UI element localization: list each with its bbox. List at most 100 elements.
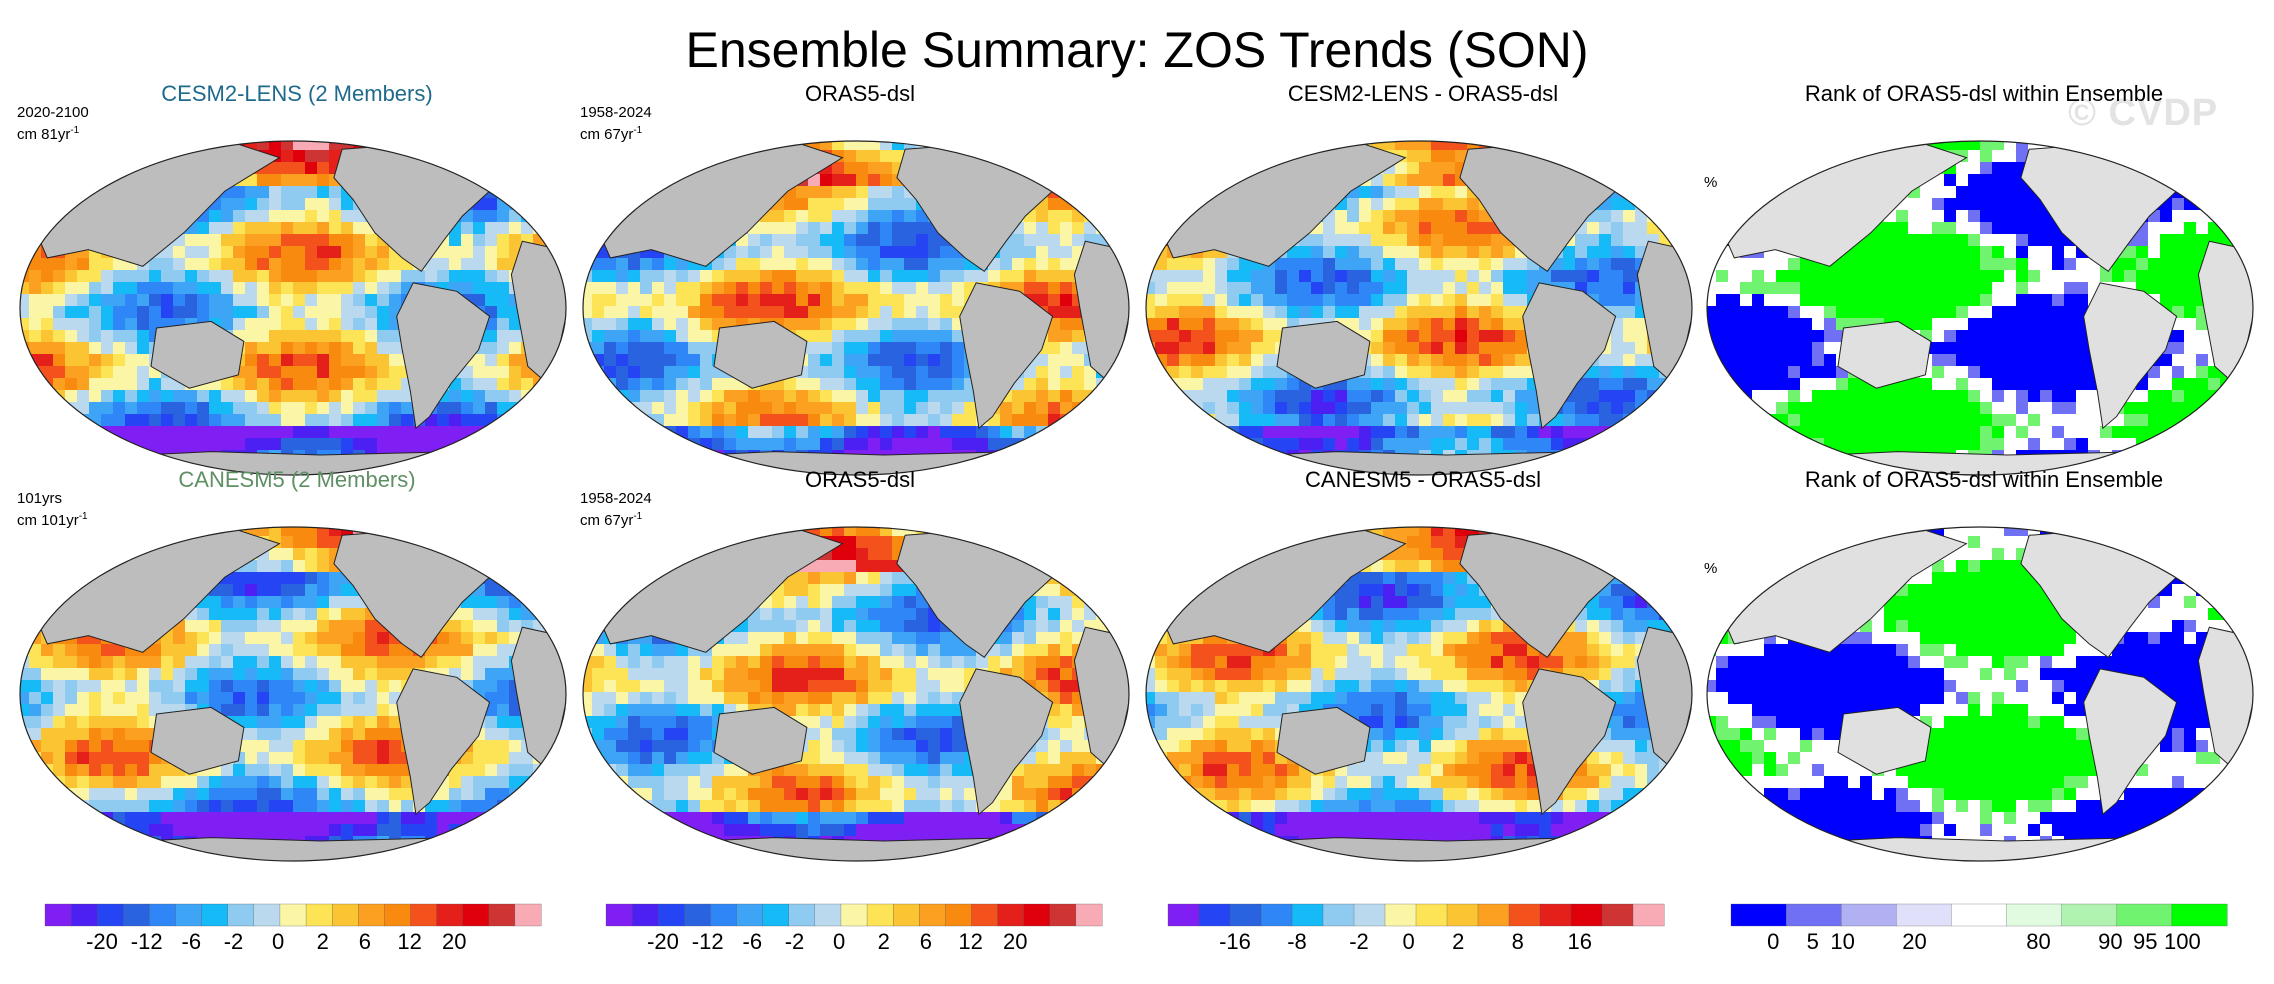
field-cell [1072, 450, 1085, 463]
field-cell [2004, 222, 2017, 235]
field-cell [1036, 366, 1049, 379]
field-cell [365, 330, 378, 343]
field-cell [1155, 318, 1168, 331]
field-cell [1024, 450, 1037, 463]
field-cell [1024, 438, 1037, 451]
field-cell [1704, 138, 1717, 151]
field-cell [2172, 210, 2185, 223]
field-cell [1776, 342, 1789, 355]
field-cell [832, 330, 845, 343]
field-cell [904, 198, 917, 211]
field-cell [65, 270, 78, 283]
field-cell [1215, 174, 1228, 187]
field-cell [1980, 186, 1993, 199]
field-cell [772, 282, 785, 295]
field-cell [1956, 258, 1969, 271]
field-cell [1728, 354, 1741, 367]
field-cell [904, 210, 917, 223]
field-cell [1048, 174, 1061, 187]
field-cell [341, 222, 354, 235]
field-cell [880, 294, 893, 307]
field-cell [904, 258, 917, 271]
field-cell [880, 402, 893, 415]
field-cell [473, 450, 486, 463]
field-cell [1491, 390, 1504, 403]
field-cell [2028, 318, 2041, 331]
field-cell [784, 414, 797, 427]
field-cell [1740, 294, 1753, 307]
field-cell [497, 282, 510, 295]
field-cell [125, 294, 138, 307]
field-cell [880, 306, 893, 319]
field-cell [1275, 390, 1288, 403]
field-cell [916, 366, 929, 379]
field-cell [1048, 378, 1061, 391]
field-cell [1503, 318, 1516, 331]
field-cell [1932, 330, 1945, 343]
field-cell [17, 378, 30, 391]
field-cell [1599, 210, 1612, 223]
field-cell [521, 174, 534, 187]
field-cell [1443, 426, 1456, 439]
field-cell [1515, 342, 1528, 355]
field-cell [1311, 234, 1324, 247]
field-cell [1896, 234, 1909, 247]
field-cell [317, 354, 330, 367]
field-cell [437, 138, 450, 151]
field-cell [1084, 426, 1097, 439]
field-cell [149, 150, 162, 163]
field-cell [1491, 402, 1504, 415]
field-cell [616, 198, 629, 211]
field-cell [856, 198, 869, 211]
field-cell [1395, 138, 1408, 151]
field-cell [2172, 270, 2185, 283]
field-cell [497, 402, 510, 415]
field-cell [676, 402, 689, 415]
field-cell [1599, 450, 1612, 463]
field-cell [2004, 270, 2017, 283]
field-cell [1084, 450, 1097, 463]
field-cell [736, 246, 749, 259]
field-cell [341, 318, 354, 331]
field-cell [1443, 438, 1456, 451]
field-cell [461, 438, 474, 451]
field-cell [640, 414, 653, 427]
field-cell [1024, 270, 1037, 283]
field-cell [1347, 414, 1360, 427]
field-cell [353, 294, 366, 307]
field-cell [161, 426, 174, 439]
field-cell [1167, 450, 1180, 463]
field-cell [377, 426, 390, 439]
field-cell [580, 186, 593, 199]
field-cell [521, 186, 534, 199]
field-cell [784, 282, 797, 295]
field-cell [616, 162, 629, 175]
field-cell [1395, 318, 1408, 331]
field-cell [1944, 234, 1957, 247]
field-cell [233, 390, 246, 403]
field-cell [2172, 150, 2185, 163]
field-cell [365, 258, 378, 271]
field-cell [2160, 222, 2173, 235]
field-cell [1443, 378, 1456, 391]
field-cell [545, 414, 558, 427]
field-cell [497, 138, 510, 151]
field-cell [149, 390, 162, 403]
field-cell [1215, 450, 1228, 463]
field-cell [305, 414, 318, 427]
field-cell [1060, 174, 1073, 187]
field-cell [784, 438, 797, 451]
field-cell [1335, 246, 1348, 259]
field-cell [1920, 282, 1933, 295]
field-cell [281, 138, 294, 151]
field-cell [1503, 270, 1516, 283]
field-cell [1728, 198, 1741, 211]
field-cell [1455, 438, 1468, 451]
field-cell [1203, 366, 1216, 379]
field-cell [1108, 234, 1121, 247]
field-cell [808, 222, 821, 235]
field-cell [461, 282, 474, 295]
field-cell [1335, 258, 1348, 271]
field-cell [760, 282, 773, 295]
field-cell [101, 258, 114, 271]
